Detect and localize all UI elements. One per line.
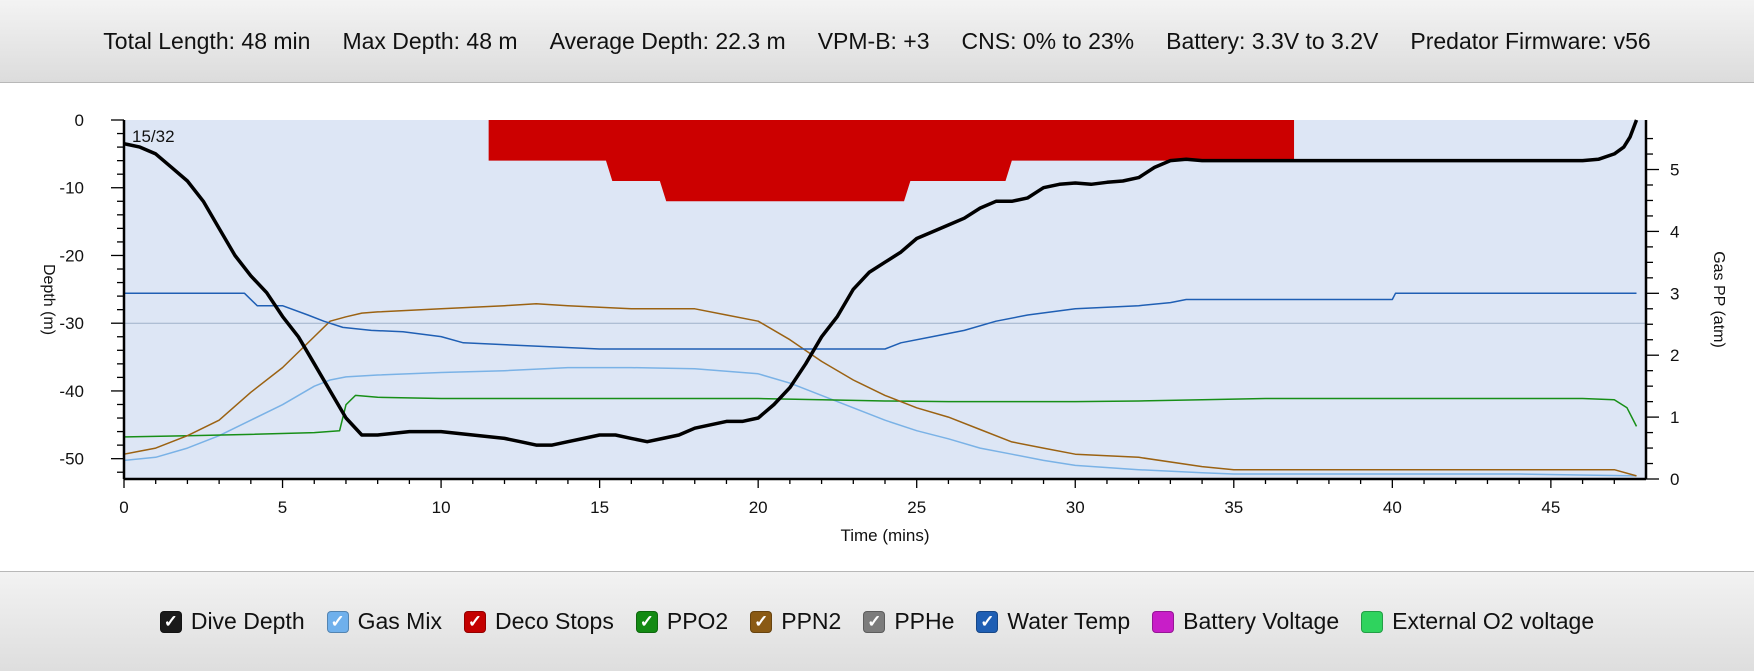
dive-depth-line: [123, 119, 1639, 447]
y-axis-right-label: Gas PP (atm): [1710, 251, 1727, 348]
y-left-tick-label: -40: [59, 382, 84, 401]
total-length-stat: Total Length: 48 min: [103, 27, 311, 54]
y-left-tick-label: -30: [59, 314, 84, 333]
y-right-tick-label: 2: [1670, 346, 1679, 365]
water-temp-line: [124, 292, 1637, 350]
legend-item-dive-depth[interactable]: ✓ Dive Depth: [159, 608, 305, 635]
dive-profile-chart-area: 0 5 10 15 20 25 30 35 40 45 0 -10 -20 -30 -40 -50 0 1 2 3 4 5…: [0, 83, 1754, 571]
checkbox-icon[interactable]: ✓: [635, 610, 658, 633]
legend-item-gas-mix[interactable]: ✓ Gas Mix: [326, 608, 442, 635]
firmware-stat: Predator Firmware: v56: [1410, 27, 1651, 54]
legend-label: Battery Voltage: [1183, 608, 1340, 634]
x-tick-label: 20: [749, 498, 768, 517]
legend-label: Dive Depth: [190, 608, 305, 634]
legend-label: Water Temp: [1007, 608, 1131, 634]
x-tick-label: 35: [1224, 498, 1243, 517]
deco-stops-layer: [488, 120, 1295, 202]
y-axis-left-label: Depth (m): [40, 264, 57, 335]
x-tick-label: 10: [432, 498, 451, 517]
x-tick-label: 15: [590, 498, 609, 517]
ppn2-line: [123, 303, 1637, 477]
annotation-label: 15/32: [132, 127, 175, 146]
checkbox-icon[interactable]: [1152, 610, 1175, 633]
checkbox-icon[interactable]: ✓: [863, 610, 886, 633]
checkbox-icon[interactable]: ✓: [326, 610, 349, 633]
y-left-tick-label: -20: [59, 246, 84, 265]
deco-stops-area: [488, 120, 1295, 202]
x-tick-label: 25: [907, 498, 926, 517]
y-right-tick-label: 1: [1670, 408, 1679, 427]
legend-item-ppo2[interactable]: ✓ PPO2: [635, 608, 729, 635]
y-right-tick-label: 3: [1670, 284, 1679, 303]
legend-item-water-temp[interactable]: ✓ Water Temp: [976, 608, 1130, 635]
dive-summary-bar: Total Length: 48 min Max Depth: 48 m Ave…: [0, 0, 1754, 83]
legend-item-deco-stops[interactable]: ✓ Deco Stops: [463, 608, 614, 635]
x-axis-label: Time (mins): [840, 526, 929, 545]
battery-stat: Battery: 3.3V to 3.2V: [1166, 27, 1379, 54]
y-right-tick-label: 4: [1670, 222, 1679, 241]
legend-label: PPN2: [781, 608, 842, 634]
checkbox-icon[interactable]: ✓: [976, 610, 999, 633]
y-left-tick-label: -10: [59, 179, 84, 198]
x-tick-label: 40: [1383, 498, 1402, 517]
dive-profile-chart: 0 5 10 15 20 25 30 35 40 450-10-20-30-40-50012345…: [40, 111, 1727, 545]
x-tick-label: 5: [278, 498, 287, 517]
x-tick-label: 0: [119, 498, 128, 517]
gas-mix-line: [123, 366, 1637, 477]
legend-bar: ✓ Dive Depth ✓ Gas Mix ✓ Deco Stops ✓ PP…: [0, 571, 1754, 671]
ppo2-line: [123, 394, 1638, 438]
vpm-b-stat: VPM-B: +3: [817, 27, 930, 54]
x-tick-label: 45: [1541, 498, 1560, 517]
y-right-tick-label: 0: [1670, 470, 1679, 489]
legend-item-pphe[interactable]: ✓ PPHe: [863, 608, 954, 635]
checkbox-icon[interactable]: ✓: [463, 610, 486, 633]
series-layer: [123, 119, 1639, 477]
checkbox-icon[interactable]: [1361, 610, 1384, 633]
legend-item-battery-voltage[interactable]: Battery Voltage: [1152, 608, 1339, 635]
legend-label: External O2 voltage: [1392, 608, 1595, 634]
legend-label: PPHe: [894, 608, 955, 634]
x-tick-label: 30: [1066, 498, 1085, 517]
legend-label: PPO2: [666, 608, 729, 634]
average-depth-stat: Average Depth: 22.3 m: [549, 27, 786, 54]
legend-label: Gas Mix: [357, 608, 442, 634]
y-left-tick-label: -50: [59, 450, 84, 469]
checkbox-icon[interactable]: ✓: [750, 610, 773, 633]
y-left-tick-label: 0: [75, 111, 84, 130]
checkbox-icon[interactable]: ✓: [159, 610, 182, 633]
legend-label: Deco Stops: [494, 608, 614, 634]
max-depth-stat: Max Depth: 48 m: [342, 27, 518, 54]
y-right-tick-label: 5: [1670, 161, 1679, 180]
cns-stat: CNS: 0% to 23%: [961, 27, 1135, 54]
legend-item-external-o2-voltage[interactable]: External O2 voltage: [1361, 608, 1594, 635]
legend-item-ppn2[interactable]: ✓ PPN2: [750, 608, 841, 635]
